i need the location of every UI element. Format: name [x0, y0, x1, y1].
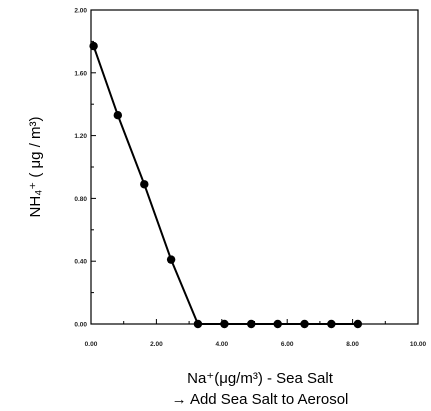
y-tick-label: 1.60	[74, 70, 87, 77]
data-point	[247, 319, 256, 329]
data-point	[166, 255, 176, 264]
x-axis-subtitle: → Add Sea Salt to Aerosol	[172, 391, 349, 408]
series-line	[92, 45, 358, 325]
x-axis-title: Na⁺(μg/m³) - Sea Salt	[187, 370, 334, 387]
y-tick-label: 0.80	[74, 196, 87, 203]
data-point	[327, 319, 336, 329]
plot-frame	[90, 9, 419, 325]
y-tick-label: 1.20	[74, 133, 87, 140]
data-point	[300, 319, 309, 329]
y-tick-label: 0.40	[74, 259, 87, 266]
y-axis-title: NH₄⁺ ( μg / m³)	[27, 116, 44, 217]
x-tick-label: 4.00	[215, 341, 228, 348]
x-tick-label: 2.00	[150, 341, 163, 348]
data-point	[353, 319, 363, 329]
x-tick-label: 0.00	[85, 341, 98, 348]
y-axis-ticks: 0.00 0.40 0.80 1.20 1.60 2.00	[74, 8, 96, 329]
data-point	[193, 319, 203, 329]
data-point	[140, 180, 149, 189]
series-layer	[89, 41, 363, 329]
data-point	[273, 319, 282, 329]
y-tick-label: 2.00	[74, 8, 87, 15]
data-point	[89, 41, 98, 51]
x-tick-label: 8.00	[346, 341, 359, 348]
data-point	[220, 319, 229, 329]
y-tick-label: 0.00	[74, 322, 87, 329]
data-point	[113, 110, 123, 120]
x-tick-label: 10.00	[410, 341, 427, 348]
x-tick-label: 6.00	[281, 341, 294, 348]
